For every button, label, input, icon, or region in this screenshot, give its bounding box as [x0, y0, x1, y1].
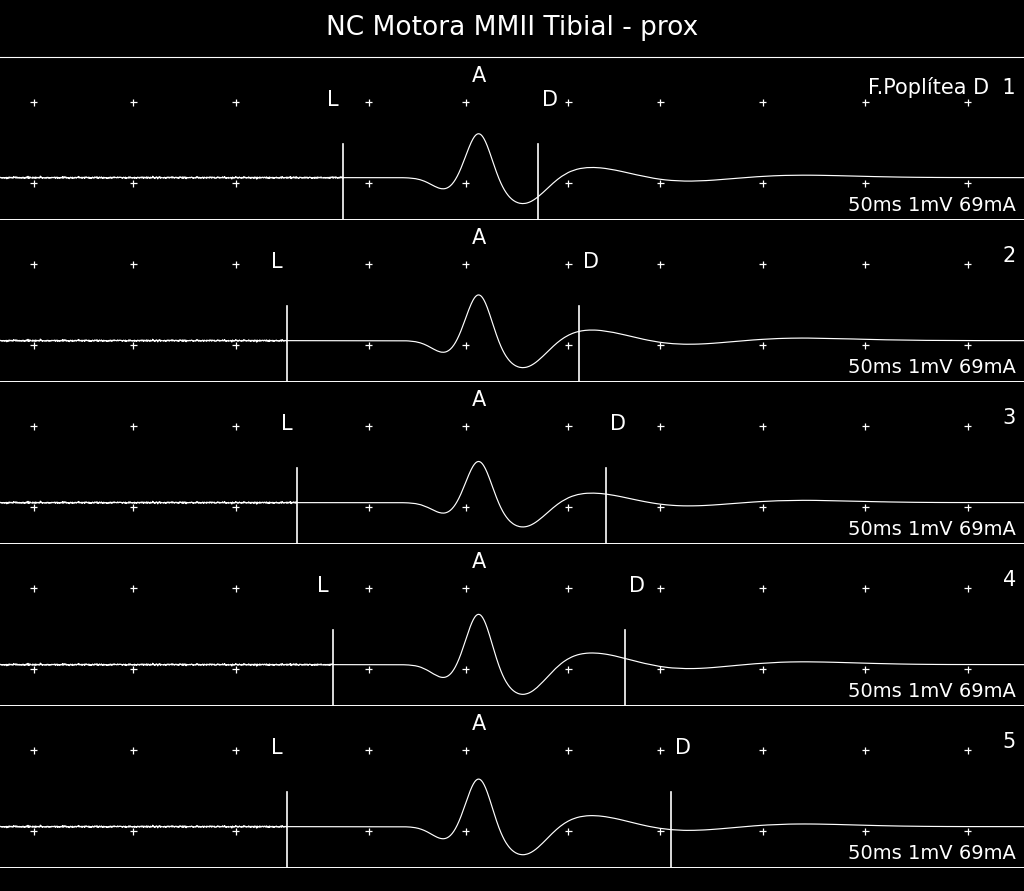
Text: 50ms 1mV 69mA: 50ms 1mV 69mA [848, 844, 1016, 863]
Text: A: A [472, 552, 486, 572]
Text: 50ms 1mV 69mA: 50ms 1mV 69mA [848, 196, 1016, 215]
Text: 4: 4 [1002, 570, 1016, 591]
Text: L: L [271, 252, 283, 273]
Text: F.Poplítea D  1: F.Poplítea D 1 [868, 78, 1016, 98]
Text: A: A [472, 390, 486, 410]
Text: L: L [328, 90, 339, 110]
Text: A: A [472, 66, 486, 86]
Text: L: L [282, 414, 293, 434]
Text: 50ms 1mV 69mA: 50ms 1mV 69mA [848, 682, 1016, 701]
Text: A: A [472, 228, 486, 249]
Text: D: D [675, 739, 691, 758]
Text: L: L [317, 576, 329, 596]
Text: 3: 3 [1002, 408, 1016, 429]
Text: 2: 2 [1002, 246, 1016, 266]
Text: NC Motora MMII Tibial - prox: NC Motora MMII Tibial - prox [326, 15, 698, 41]
Text: D: D [542, 90, 558, 110]
Text: D: D [583, 252, 599, 273]
Text: 50ms 1mV 69mA: 50ms 1mV 69mA [848, 358, 1016, 377]
Text: L: L [271, 739, 283, 758]
Text: D: D [610, 414, 627, 434]
Text: 50ms 1mV 69mA: 50ms 1mV 69mA [848, 520, 1016, 539]
Text: A: A [472, 715, 486, 734]
Text: D: D [629, 576, 645, 596]
Text: 5: 5 [1002, 732, 1016, 752]
